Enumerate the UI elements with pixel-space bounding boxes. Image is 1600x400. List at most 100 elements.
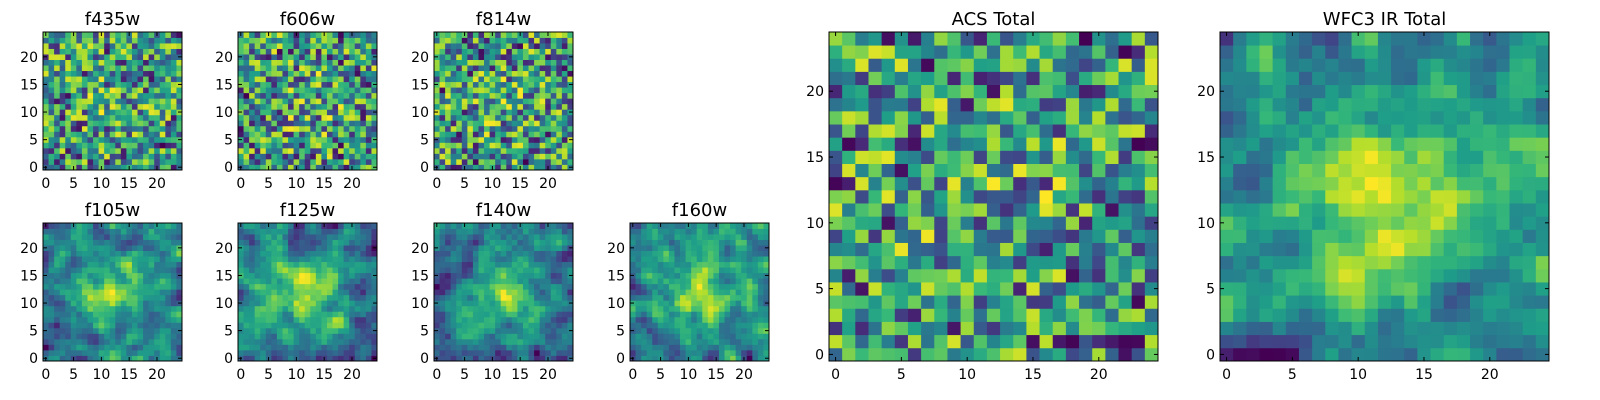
heatmap-cell <box>70 250 77 257</box>
heatmap-cell <box>176 294 183 301</box>
heatmap-cell <box>310 322 317 329</box>
heatmap-cell <box>500 338 507 345</box>
heatmap-cell <box>668 234 675 240</box>
heatmap-cell <box>115 283 122 290</box>
heatmap-cell <box>663 228 670 235</box>
heatmap-cell <box>567 322 574 329</box>
heatmap-cell <box>561 87 568 94</box>
heatmap-cell <box>668 349 675 356</box>
heatmap-cell <box>271 245 278 251</box>
heatmap-cell <box>154 120 161 127</box>
heatmap-cell <box>260 131 267 138</box>
heatmap-cell <box>70 54 77 60</box>
heatmap-cell <box>730 272 737 279</box>
heatmap-cell <box>43 59 49 66</box>
heatmap-cell <box>561 98 568 105</box>
heatmap-cell <box>148 256 155 263</box>
heatmap-cell <box>707 234 714 240</box>
heatmap-cell <box>696 234 703 240</box>
heatmap-cell <box>707 278 714 285</box>
heatmap-cell <box>115 311 122 318</box>
heatmap-cell <box>159 305 166 312</box>
heatmap-cell <box>752 316 759 323</box>
heatmap-cell <box>115 239 122 246</box>
heatmap-cell <box>321 349 328 356</box>
heatmap-cell <box>371 114 378 121</box>
heatmap-cell <box>702 228 709 235</box>
heatmap-cell <box>1131 216 1146 230</box>
heatmap-cell <box>735 349 742 356</box>
heatmap-cell <box>439 120 446 127</box>
x-tick-label: 15 <box>707 367 725 383</box>
heatmap-cell <box>484 355 490 362</box>
heatmap-cell <box>326 114 333 121</box>
heatmap-cell <box>120 136 127 143</box>
heatmap-cell <box>467 283 474 290</box>
heatmap-cell <box>293 147 300 154</box>
heatmap-cell <box>907 176 922 191</box>
heatmap-cell <box>489 87 496 94</box>
heatmap-cell <box>137 37 144 44</box>
heatmap-cell <box>439 114 446 121</box>
heatmap-cell <box>338 32 345 38</box>
heatmap-cell <box>321 81 328 88</box>
heatmap-cell <box>159 147 166 154</box>
heatmap-cell <box>556 43 563 49</box>
heatmap-cell <box>550 120 557 127</box>
heatmap-cell <box>243 234 250 240</box>
heatmap-cell <box>243 289 250 296</box>
heatmap-cell <box>48 125 55 132</box>
heatmap-cell <box>668 283 675 290</box>
heatmap-cell <box>713 256 720 263</box>
heatmap-cell <box>131 355 138 362</box>
heatmap-cell <box>131 234 138 240</box>
heatmap-cell <box>249 98 256 105</box>
heatmap-cell <box>439 239 446 246</box>
heatmap-cell <box>1039 308 1054 322</box>
heatmap-cell <box>126 311 133 318</box>
heatmap-cell <box>249 316 256 323</box>
heatmap-cell <box>159 338 166 345</box>
heatmap-cell <box>293 125 300 132</box>
heatmap-cell <box>98 70 105 77</box>
heatmap-cell <box>304 223 311 229</box>
heatmap-cell <box>343 125 350 132</box>
heatmap-cell <box>315 234 322 240</box>
heatmap-cell <box>894 203 909 217</box>
heatmap-cell <box>159 76 166 83</box>
heatmap-cell <box>137 103 144 110</box>
heatmap-cell <box>104 32 111 38</box>
heatmap-cell <box>126 153 133 160</box>
heatmap-cell <box>176 278 183 285</box>
heatmap-cell <box>921 150 935 164</box>
heatmap-cell <box>855 163 869 178</box>
heatmap-cell <box>338 283 345 290</box>
heatmap-cell <box>855 334 869 349</box>
heatmap-cell <box>506 153 513 160</box>
heatmap-cell <box>238 349 244 356</box>
heatmap-cell <box>126 92 133 99</box>
heatmap-cell <box>511 316 518 323</box>
heatmap-cell <box>70 283 77 290</box>
heatmap-cell <box>511 305 518 312</box>
heatmap-cell <box>54 43 61 49</box>
heatmap-cell <box>439 283 446 290</box>
heatmap-cell <box>517 316 524 323</box>
heatmap-cell <box>43 142 49 149</box>
heatmap-cell <box>81 136 88 143</box>
heatmap-cell <box>511 355 518 362</box>
heatmap-cell <box>282 87 289 94</box>
heatmap-cell <box>495 114 502 121</box>
heatmap-cell <box>299 92 306 99</box>
heatmap-cell <box>724 355 731 362</box>
heatmap-cell <box>137 289 144 296</box>
heatmap-cell <box>143 136 150 143</box>
heatmap-cell <box>680 234 686 240</box>
heatmap-cell <box>561 311 568 318</box>
heatmap-cell <box>663 289 670 296</box>
heatmap-cell <box>630 338 636 345</box>
heatmap-cell <box>674 322 681 329</box>
heatmap-cell <box>528 223 535 229</box>
heatmap-cell <box>126 239 133 246</box>
heatmap-cell <box>680 349 686 356</box>
